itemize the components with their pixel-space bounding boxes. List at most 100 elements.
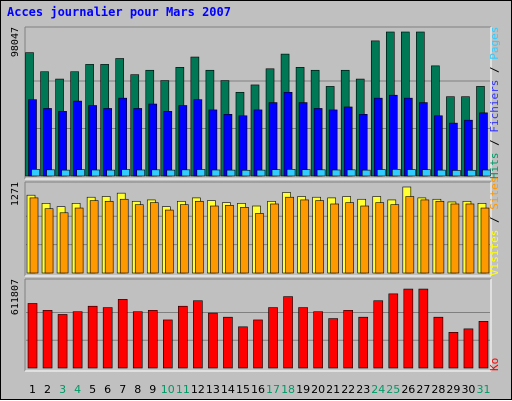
day-label-22: 22 — [341, 383, 355, 396]
bar-fichiers-day-19 — [298, 102, 308, 177]
bar-fichiers-day-16 — [253, 109, 263, 177]
bar-sites-day-14 — [225, 205, 234, 274]
day-label-21: 21 — [326, 383, 340, 396]
bar-fichiers-day-11 — [178, 105, 188, 177]
panel-middle-legend-item-0: Visites — [488, 230, 501, 276]
bar-fichiers-day-2 — [43, 108, 52, 177]
day-label-28: 28 — [431, 383, 445, 396]
day-label-27: 27 — [416, 383, 430, 396]
bar-fichiers-day-3 — [58, 111, 67, 177]
bar-sites-day-22 — [345, 202, 354, 274]
panel-middle-legend-item-1: / — [488, 210, 501, 230]
bar-ko-day-30 — [463, 328, 474, 369]
bar-fichiers-day-23 — [358, 114, 368, 177]
bar-sites-day-16 — [255, 213, 264, 274]
bar-ko-day-22 — [343, 310, 353, 369]
panel-top-legend-item-3: / — [488, 60, 501, 80]
bar-ko-day-14 — [223, 316, 233, 369]
bar-sites-day-1 — [29, 197, 39, 274]
bar-pages-day-17 — [271, 169, 281, 177]
bar-fichiers-day-30 — [464, 119, 473, 177]
day-label-26: 26 — [401, 383, 415, 396]
bar-fichiers-day-20 — [313, 108, 323, 177]
bar-pages-day-23 — [361, 169, 371, 177]
bar-ko-day-21 — [328, 318, 338, 369]
bar-sites-day-25 — [390, 204, 400, 274]
bar-ko-day-18 — [283, 296, 293, 369]
bar-fichiers-day-31 — [479, 112, 488, 177]
bar-pages-day-28 — [437, 169, 446, 177]
bar-ko-day-24 — [373, 300, 384, 369]
bar-ko-day-9 — [147, 310, 158, 369]
day-label-4: 4 — [74, 383, 81, 396]
bar-sites-day-5 — [89, 200, 99, 274]
bar-pages-day-27 — [422, 169, 431, 177]
bar-sites-day-3 — [59, 212, 69, 274]
bar-sites-day-15 — [240, 207, 249, 274]
bar-ko-day-27 — [418, 288, 429, 369]
bar-fichiers-day-6 — [103, 108, 112, 177]
panel-top-legend-item-0: Hits — [488, 153, 501, 180]
day-label-1: 1 — [29, 383, 36, 396]
panel-top-legend: Hits / Fichiers / Pages — [488, 27, 501, 179]
day-label-2: 2 — [44, 383, 51, 396]
bar-fichiers-day-14 — [223, 114, 233, 177]
bar-pages-day-14 — [226, 169, 236, 177]
panel-top-max-label: 98047 — [10, 27, 21, 57]
bar-ko-day-12 — [193, 300, 203, 369]
day-label-18: 18 — [281, 383, 295, 396]
day-label-20: 20 — [311, 383, 325, 396]
bar-pages-day-20 — [316, 169, 326, 177]
bar-pages-day-8 — [136, 169, 146, 177]
bar-pages-day-7 — [121, 169, 131, 177]
bar-sites-day-30 — [465, 203, 475, 274]
day-label-12: 12 — [191, 383, 205, 396]
bar-sites-day-8 — [134, 204, 144, 274]
bar-fichiers-day-5 — [88, 105, 97, 177]
bar-fichiers-day-9 — [148, 103, 158, 177]
day-label-5: 5 — [89, 383, 96, 396]
day-label-7: 7 — [119, 383, 126, 396]
bar-fichiers-day-24 — [373, 97, 383, 177]
bar-ko-day-2 — [42, 310, 53, 369]
bar-fichiers-day-18 — [283, 91, 293, 177]
bar-fichiers-day-13 — [208, 109, 218, 177]
day-label-25: 25 — [386, 383, 400, 396]
bar-pages-day-5 — [91, 169, 100, 177]
day-label-3: 3 — [59, 383, 66, 396]
panel-bottom-legend-item-0: Ko — [488, 358, 501, 371]
bar-pages-day-15 — [241, 169, 251, 177]
bar-ko-day-1 — [27, 303, 38, 369]
bar-pages-day-21 — [331, 169, 341, 177]
panel-middle-max-label: 1271 — [10, 182, 21, 206]
bar-pages-day-30 — [467, 169, 476, 177]
bar-pages-day-18 — [286, 169, 296, 177]
bar-pages-day-10 — [166, 169, 176, 177]
bar-sites-day-27 — [420, 199, 430, 274]
bar-ko-day-10 — [163, 319, 173, 369]
bar-ko-day-29 — [448, 332, 459, 369]
bar-ko-day-15 — [238, 326, 248, 369]
bar-fichiers-day-28 — [434, 115, 443, 177]
day-label-19: 19 — [296, 383, 310, 396]
day-label-31: 31 — [476, 383, 490, 396]
bar-sites-day-26 — [405, 196, 415, 274]
day-label-23: 23 — [356, 383, 370, 396]
bar-sites-day-18 — [285, 196, 294, 274]
bar-ko-day-17 — [268, 307, 278, 369]
bar-pages-day-19 — [301, 169, 311, 177]
bar-ko-day-13 — [208, 312, 218, 369]
bar-fichiers-day-27 — [419, 102, 428, 177]
day-label-13: 13 — [206, 383, 220, 396]
bar-pages-day-13 — [211, 169, 221, 177]
bar-ko-day-25 — [388, 293, 399, 369]
bar-sites-day-7 — [119, 198, 129, 274]
bar-fichiers-day-12 — [193, 99, 203, 177]
day-label-30: 30 — [461, 383, 475, 396]
bar-sites-day-12 — [195, 200, 204, 274]
bar-fichiers-day-26 — [404, 97, 413, 177]
bar-ko-day-26 — [403, 288, 414, 369]
day-label-10: 10 — [161, 383, 175, 396]
